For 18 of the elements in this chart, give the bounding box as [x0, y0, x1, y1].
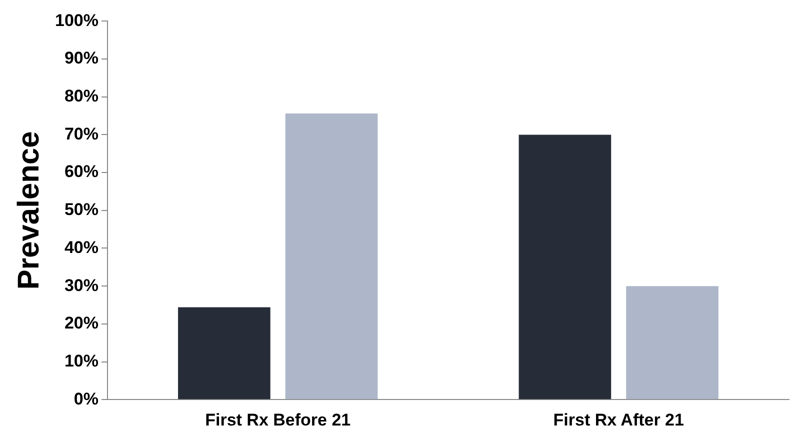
y-tick-label: 80%	[64, 86, 98, 106]
y-tick-label: 50%	[64, 200, 98, 220]
bar	[626, 286, 718, 400]
y-tick-label: 0%	[74, 389, 98, 408]
x-tick-label: First Rx After 21	[553, 410, 684, 430]
bar	[518, 134, 612, 400]
x-tick-label: First Rx Before 21	[205, 410, 351, 430]
y-tick-label: 40%	[64, 238, 98, 257]
bar	[178, 307, 270, 400]
y-tick-label: 10%	[64, 351, 98, 370]
y-axis-title: Prevalence	[12, 131, 46, 290]
y-tick-label: 20%	[64, 314, 98, 333]
y-tick-label: 60%	[64, 162, 98, 182]
y-tick-label: 100%	[54, 10, 98, 30]
y-tick-label: 30%	[64, 276, 98, 295]
bar	[285, 114, 378, 400]
y-tick-label: 90%	[64, 48, 98, 68]
y-tick-label: 70%	[64, 124, 98, 144]
